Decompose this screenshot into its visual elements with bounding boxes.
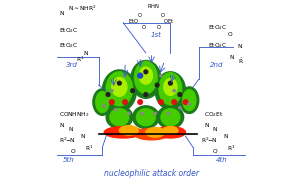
Circle shape <box>106 93 110 96</box>
Text: $\rm N$: $\rm N$ <box>229 53 235 61</box>
Ellipse shape <box>135 129 168 140</box>
Ellipse shape <box>131 60 161 98</box>
Text: $\rm N$: $\rm N$ <box>83 49 89 57</box>
Text: $\rm EtO_2C$: $\rm EtO_2C$ <box>59 26 78 35</box>
Circle shape <box>128 112 130 115</box>
Circle shape <box>159 100 163 104</box>
Circle shape <box>183 100 188 104</box>
Circle shape <box>167 112 170 115</box>
Circle shape <box>118 81 121 85</box>
Circle shape <box>144 93 148 96</box>
Ellipse shape <box>112 77 127 96</box>
Text: $\rm CONHNH_2$: $\rm CONHNH_2$ <box>59 110 89 119</box>
Text: $\rm O$: $\rm O$ <box>156 23 162 31</box>
Text: $\rm N$: $\rm N$ <box>80 132 85 140</box>
Text: $\rm R^2\!\!-\!\!N$: $\rm R^2\!\!-\!\!N$ <box>59 136 75 145</box>
Ellipse shape <box>106 72 133 106</box>
Text: $\rm EtO$: $\rm EtO$ <box>128 17 139 25</box>
Text: $\rm R^1$: $\rm R^1$ <box>85 144 94 153</box>
Ellipse shape <box>139 67 152 84</box>
Ellipse shape <box>104 127 142 138</box>
Ellipse shape <box>183 90 196 111</box>
Ellipse shape <box>159 73 182 105</box>
Text: 3rd: 3rd <box>66 62 78 68</box>
Text: $\rm CO_2Et$: $\rm CO_2Et$ <box>205 110 224 119</box>
Text: $\rm O$: $\rm O$ <box>212 147 218 155</box>
Circle shape <box>160 74 162 77</box>
Circle shape <box>178 93 182 96</box>
Circle shape <box>111 90 113 92</box>
Text: nucleophilic attack order: nucleophilic attack order <box>104 169 199 178</box>
Text: $\rm RHN$: $\rm RHN$ <box>147 2 160 10</box>
Text: $\rm N$: $\rm N$ <box>59 121 65 129</box>
Circle shape <box>138 100 142 104</box>
Circle shape <box>141 112 143 115</box>
Ellipse shape <box>146 128 165 137</box>
Text: 1st: 1st <box>151 32 161 38</box>
Text: 2nd: 2nd <box>210 62 224 68</box>
Text: $\rm OEt$: $\rm OEt$ <box>163 17 174 25</box>
Circle shape <box>124 74 126 77</box>
Ellipse shape <box>161 109 180 126</box>
Circle shape <box>138 73 143 78</box>
Text: $\rm N{\sim}NHR^2$: $\rm N{\sim}NHR^2$ <box>68 4 97 13</box>
Text: $\rm EtO_2C$: $\rm EtO_2C$ <box>208 42 228 50</box>
Circle shape <box>154 112 156 115</box>
Ellipse shape <box>155 72 185 110</box>
Text: $\rm R^1$: $\rm R^1$ <box>227 144 235 153</box>
Text: $\rm N$: $\rm N$ <box>237 42 242 50</box>
Circle shape <box>103 105 105 107</box>
Circle shape <box>131 89 135 93</box>
Text: $\rm O$: $\rm O$ <box>141 23 147 31</box>
Text: 5th: 5th <box>63 157 75 163</box>
Ellipse shape <box>157 106 184 129</box>
Circle shape <box>155 83 159 87</box>
Ellipse shape <box>135 61 157 94</box>
Ellipse shape <box>133 106 159 129</box>
Text: $\rm O$: $\rm O$ <box>160 11 166 19</box>
Text: $\rm N$: $\rm N$ <box>59 9 65 17</box>
Ellipse shape <box>106 106 133 129</box>
Ellipse shape <box>102 70 136 112</box>
Circle shape <box>144 70 148 74</box>
Text: $\rm EtO_2C$: $\rm EtO_2C$ <box>59 42 78 50</box>
Ellipse shape <box>110 109 129 126</box>
Circle shape <box>168 81 172 85</box>
Text: $\rm N$: $\rm N$ <box>223 132 229 140</box>
Ellipse shape <box>93 89 112 115</box>
Circle shape <box>110 100 114 104</box>
Circle shape <box>188 103 190 105</box>
Circle shape <box>179 107 181 109</box>
Ellipse shape <box>163 127 178 134</box>
Text: $\rm R^1$: $\rm R^1$ <box>76 55 84 64</box>
Ellipse shape <box>136 109 155 126</box>
Ellipse shape <box>155 127 185 138</box>
Ellipse shape <box>119 126 138 135</box>
Text: $\rm O$: $\rm O$ <box>227 30 233 38</box>
Circle shape <box>123 100 127 104</box>
Text: 4th: 4th <box>216 157 228 163</box>
Circle shape <box>173 90 175 92</box>
Text: $\rm O$: $\rm O$ <box>70 147 77 155</box>
Ellipse shape <box>96 92 109 112</box>
Circle shape <box>172 100 176 104</box>
Text: $\rm R^2\!\!-\!\!N$: $\rm R^2\!\!-\!\!N$ <box>201 136 217 145</box>
Ellipse shape <box>180 87 199 113</box>
Text: $\rm EtO_2C$: $\rm EtO_2C$ <box>208 23 228 32</box>
Text: $\rm N$: $\rm N$ <box>68 125 74 133</box>
Text: $\rm N$: $\rm N$ <box>212 125 218 133</box>
Text: $\rm O$: $\rm O$ <box>137 11 143 19</box>
Text: $\rm \bar{R}$: $\rm \bar{R}$ <box>238 57 245 66</box>
Text: $\rm N$: $\rm N$ <box>205 121 210 129</box>
Circle shape <box>115 108 117 111</box>
Ellipse shape <box>164 78 177 95</box>
